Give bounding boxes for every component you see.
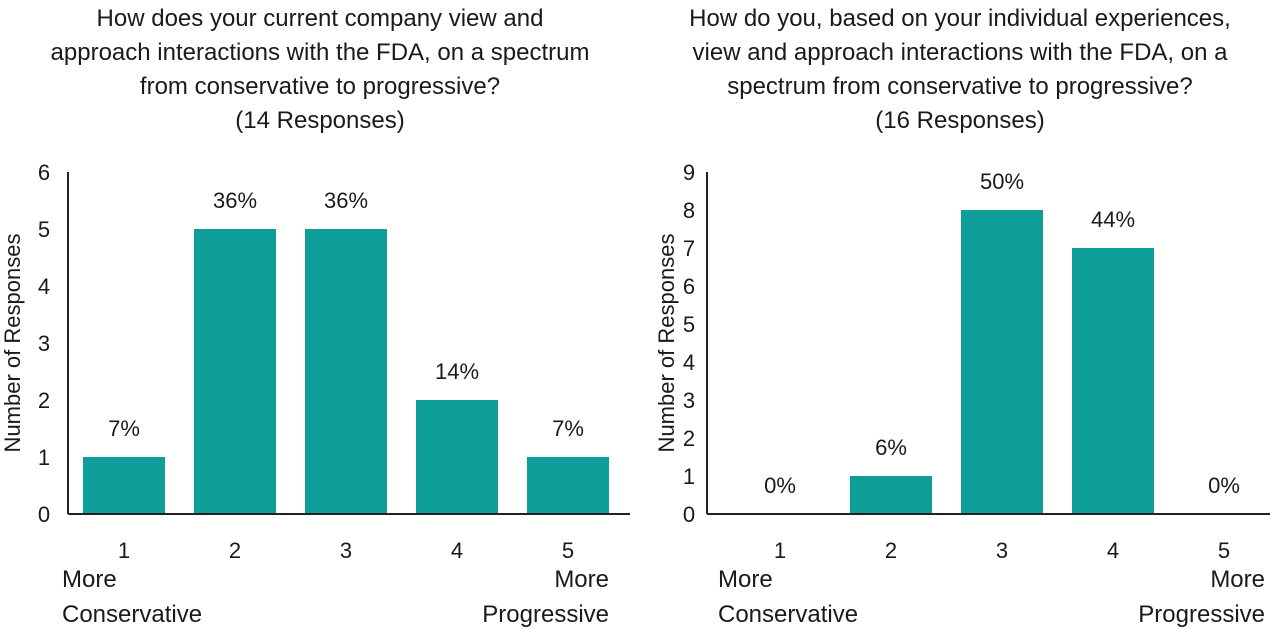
bar	[850, 476, 932, 514]
endpoint-label-left: More	[62, 566, 117, 593]
x-tick-label: 2	[885, 538, 897, 563]
y-tick-label: 2	[38, 388, 50, 413]
x-tick-label: 1	[118, 538, 130, 563]
chart-panel-right: How do you, based on your individual exp…	[640, 0, 1280, 631]
chart-title-line-4: (14 Responses)	[235, 107, 405, 134]
y-tick-label: 1	[683, 464, 695, 489]
endpoint-label-left: Conservative	[718, 601, 858, 628]
endpoint-label-right: Progressive	[1138, 601, 1265, 628]
data-label: 50%	[980, 169, 1024, 194]
y-tick-label: 4	[38, 274, 50, 299]
chart-title: How do you, based on your individual exp…	[640, 2, 1280, 138]
y-tick-label: 5	[38, 217, 50, 242]
bar	[194, 229, 276, 514]
bar	[416, 400, 498, 514]
y-tick-label: 7	[683, 236, 695, 261]
y-tick-label: 1	[38, 445, 50, 470]
x-tick-label: 4	[1107, 538, 1119, 563]
endpoint-label-right: More	[1210, 566, 1265, 593]
data-label: 0%	[1208, 473, 1240, 498]
x-tick-label: 3	[996, 538, 1008, 563]
endpoint-label-left: More	[718, 566, 773, 593]
bar	[527, 457, 609, 514]
endpoint-label-left: Conservative	[62, 601, 202, 628]
chart-title-line-4: (16 Responses)	[875, 107, 1045, 134]
bar	[1072, 248, 1154, 514]
endpoint-label-right: More	[554, 566, 609, 593]
x-tick-label: 2	[229, 538, 241, 563]
chart-title-line-2: approach interactions with the FDA, on a…	[50, 39, 590, 66]
y-tick-label: 5	[683, 312, 695, 337]
x-tick-label: 1	[774, 538, 786, 563]
y-tick-label: 2	[683, 426, 695, 451]
chart-title-line-2: view and approach interactions with the …	[692, 39, 1228, 66]
data-label: 7%	[552, 416, 584, 441]
endpoint-label-right: Progressive	[482, 601, 609, 628]
chart-panel-left: How does your current company view and a…	[0, 2, 640, 628]
bar	[961, 210, 1043, 514]
x-tick-label: 5	[562, 538, 574, 563]
data-label: 6%	[875, 435, 907, 460]
y-tick-label: 3	[683, 388, 695, 413]
chart-title-line-1: How do you, based on your individual exp…	[689, 5, 1231, 32]
y-tick-label: 6	[38, 160, 50, 185]
y-tick-label: 4	[683, 350, 695, 375]
bar	[305, 229, 387, 514]
data-label: 44%	[1091, 207, 1135, 232]
chart-title: How does your current company view and a…	[0, 2, 640, 138]
y-axis-label: Number of Responses	[0, 234, 25, 453]
data-label: 14%	[435, 359, 479, 384]
y-tick-label: 9	[683, 160, 695, 185]
x-tick-label: 5	[1218, 538, 1230, 563]
bar	[83, 457, 165, 514]
y-tick-label: 0	[683, 502, 695, 527]
bar-chart-company: 0 1 2 3 4 5 6 Number of Responses 7% 1 36% 2 36% 3 14%…	[0, 160, 630, 628]
data-label: 36%	[213, 188, 257, 213]
chart-title-line-3: from conservative to progressive?	[139, 73, 501, 100]
y-axis-label: Number of Responses	[654, 234, 679, 453]
data-label: 0%	[764, 473, 796, 498]
chart-title-line-1: How does your current company view and	[96, 5, 544, 32]
y-tick-label: 6	[683, 274, 695, 299]
x-tick-label: 4	[451, 538, 463, 563]
y-tick-label: 0	[38, 502, 50, 527]
x-tick-label: 3	[340, 538, 352, 563]
chart-title-line-3: spectrum from conservative to progressiv…	[727, 73, 1193, 100]
data-label: 36%	[324, 188, 368, 213]
y-tick-label: 3	[38, 331, 50, 356]
y-tick-label: 8	[683, 198, 695, 223]
data-label: 7%	[108, 416, 140, 441]
